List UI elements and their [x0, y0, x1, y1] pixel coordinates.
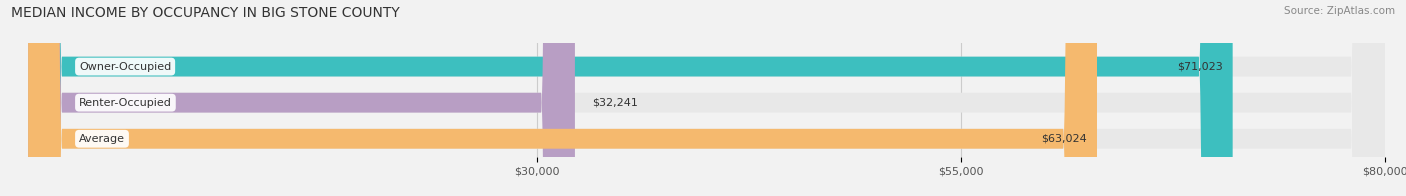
- FancyBboxPatch shape: [28, 0, 1097, 196]
- Text: Source: ZipAtlas.com: Source: ZipAtlas.com: [1284, 6, 1395, 16]
- FancyBboxPatch shape: [28, 0, 1385, 196]
- Text: $71,023: $71,023: [1177, 62, 1222, 72]
- Text: MEDIAN INCOME BY OCCUPANCY IN BIG STONE COUNTY: MEDIAN INCOME BY OCCUPANCY IN BIG STONE …: [11, 6, 399, 20]
- Text: Renter-Occupied: Renter-Occupied: [79, 98, 172, 108]
- Text: $32,241: $32,241: [592, 98, 638, 108]
- FancyBboxPatch shape: [28, 0, 1385, 196]
- FancyBboxPatch shape: [28, 0, 1233, 196]
- Text: Average: Average: [79, 134, 125, 144]
- FancyBboxPatch shape: [28, 0, 1385, 196]
- Text: $63,024: $63,024: [1040, 134, 1087, 144]
- Text: Owner-Occupied: Owner-Occupied: [79, 62, 172, 72]
- FancyBboxPatch shape: [28, 0, 575, 196]
